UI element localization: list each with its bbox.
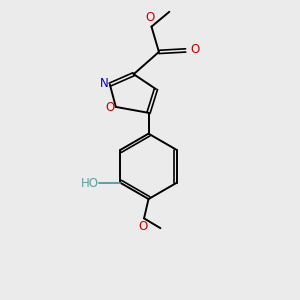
Text: O: O xyxy=(139,220,148,233)
Text: O: O xyxy=(190,43,200,56)
Text: O: O xyxy=(146,11,154,24)
Text: HO: HO xyxy=(81,177,99,190)
Text: O: O xyxy=(106,101,115,114)
Text: N: N xyxy=(100,76,108,90)
